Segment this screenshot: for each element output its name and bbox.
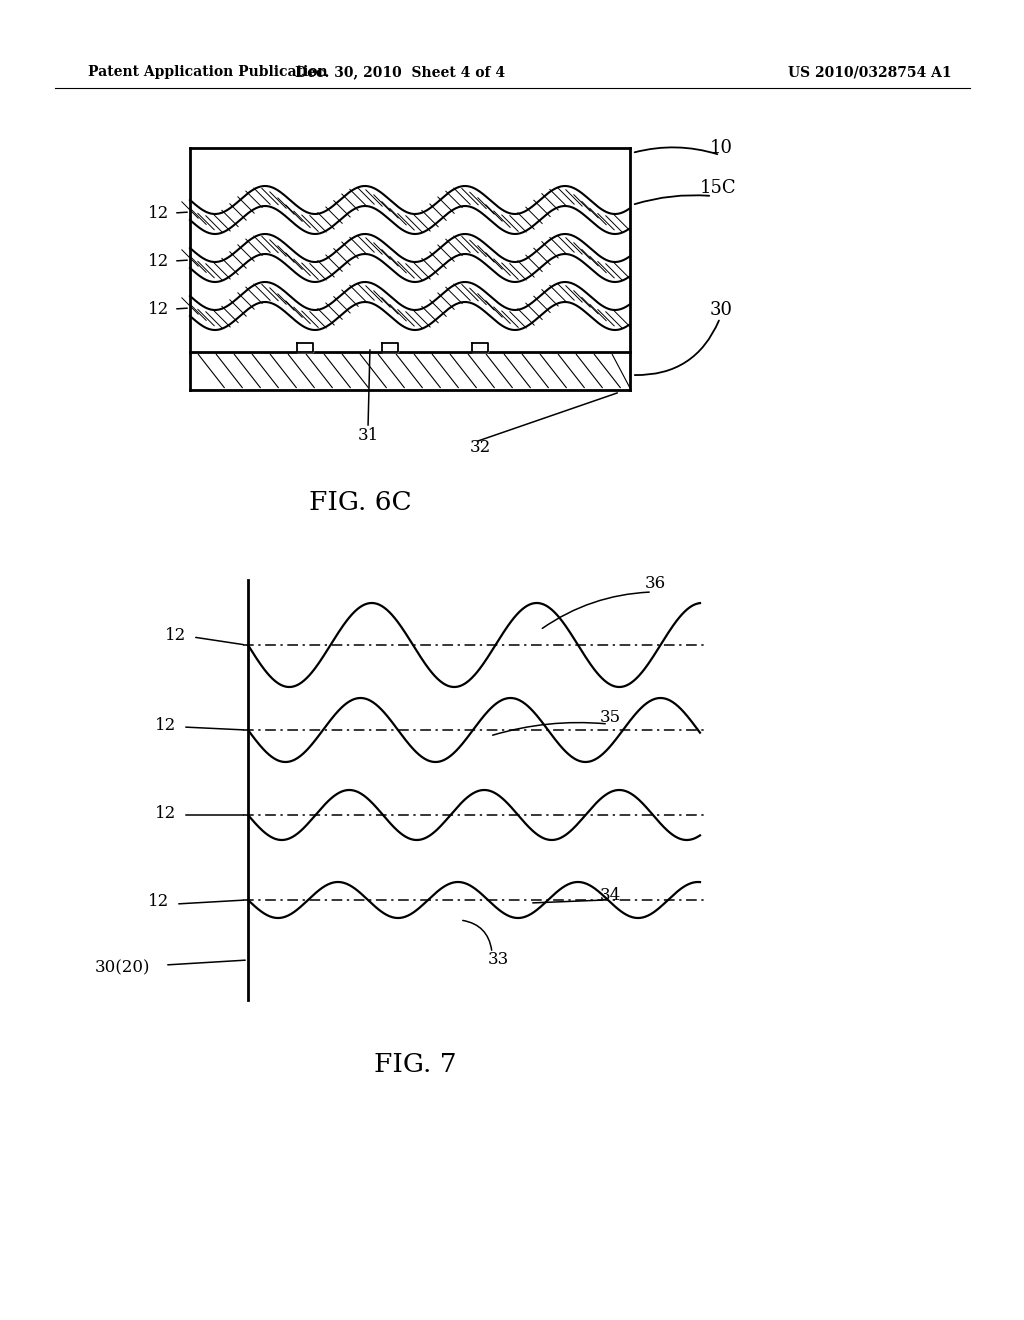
Text: 35: 35 [600,710,622,726]
Text: Dec. 30, 2010  Sheet 4 of 4: Dec. 30, 2010 Sheet 4 of 4 [295,65,505,79]
Text: 30(20): 30(20) [95,960,151,977]
Text: FIG. 7: FIG. 7 [374,1052,457,1077]
Polygon shape [190,186,630,234]
Polygon shape [190,352,630,389]
Polygon shape [297,343,313,352]
Text: 12: 12 [165,627,186,644]
Polygon shape [472,343,488,352]
Text: Patent Application Publication: Patent Application Publication [88,65,328,79]
Text: 32: 32 [469,440,490,457]
Text: 36: 36 [645,574,667,591]
Text: 30: 30 [710,301,733,319]
Text: 12: 12 [148,253,169,271]
Text: 10: 10 [710,139,733,157]
Text: 31: 31 [357,426,379,444]
Polygon shape [190,282,630,330]
Polygon shape [382,343,398,352]
Text: 15C: 15C [700,180,736,197]
Text: 12: 12 [148,206,169,223]
Text: 12: 12 [155,804,176,821]
Text: 34: 34 [600,887,622,903]
Text: 12: 12 [155,717,176,734]
Text: 33: 33 [488,952,509,969]
Text: US 2010/0328754 A1: US 2010/0328754 A1 [788,65,952,79]
Text: 12: 12 [148,301,169,318]
Text: FIG. 6C: FIG. 6C [308,490,412,515]
Polygon shape [190,234,630,282]
Text: 12: 12 [148,894,169,911]
